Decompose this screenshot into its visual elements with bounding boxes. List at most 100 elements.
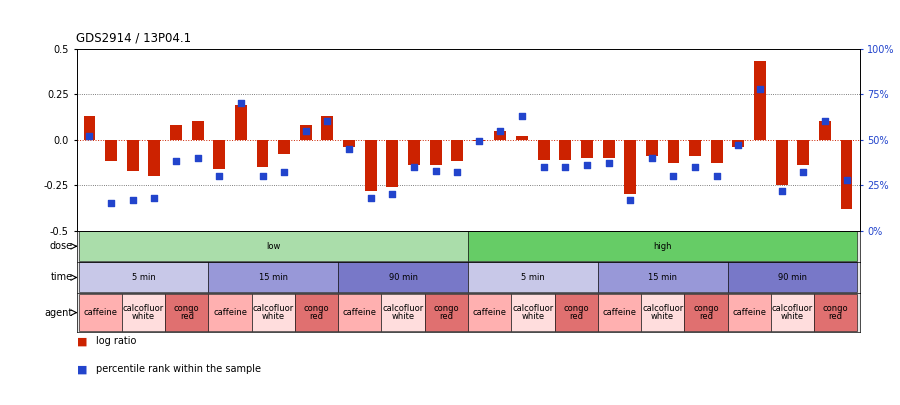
Point <box>515 113 529 119</box>
Bar <box>711 140 723 163</box>
Bar <box>148 140 160 176</box>
Bar <box>538 140 550 160</box>
Point <box>580 162 594 168</box>
Point <box>623 196 637 203</box>
Bar <box>364 140 376 191</box>
Point <box>709 173 724 179</box>
Bar <box>425 294 468 331</box>
Text: calcofluor
white: calcofluor white <box>642 304 683 321</box>
Text: congo
red: congo red <box>434 304 459 321</box>
Bar <box>841 140 852 209</box>
Bar <box>641 294 684 331</box>
Text: calcofluor
white: calcofluor white <box>123 304 164 321</box>
Bar <box>598 262 727 292</box>
Bar <box>468 262 598 292</box>
Point <box>385 191 400 198</box>
Text: percentile rank within the sample: percentile rank within the sample <box>96 364 261 375</box>
Point <box>320 118 335 125</box>
Bar <box>213 140 225 169</box>
Text: calcofluor
white: calcofluor white <box>382 304 424 321</box>
Bar <box>209 294 252 331</box>
Text: ■: ■ <box>76 336 87 346</box>
Bar <box>78 294 122 331</box>
Bar <box>127 140 139 171</box>
Point <box>407 164 421 170</box>
Point <box>644 155 659 161</box>
Point <box>104 200 118 207</box>
Bar <box>819 122 831 140</box>
Text: dose: dose <box>50 241 73 251</box>
Text: caffeine: caffeine <box>343 308 377 317</box>
Text: 90 min: 90 min <box>389 273 418 282</box>
Bar <box>386 140 398 187</box>
Bar <box>727 262 858 292</box>
Text: calcofluor
white: calcofluor white <box>772 304 813 321</box>
Point <box>558 164 572 170</box>
Point <box>125 196 140 203</box>
Bar <box>295 294 338 331</box>
Bar <box>338 262 468 292</box>
Bar <box>338 294 382 331</box>
Bar <box>727 294 770 331</box>
Bar <box>166 294 209 331</box>
Bar <box>770 294 814 331</box>
Text: congo
red: congo red <box>563 304 589 321</box>
Point <box>752 85 767 92</box>
Point <box>364 195 378 201</box>
Bar <box>78 262 209 292</box>
Text: caffeine: caffeine <box>84 308 117 317</box>
Bar <box>625 140 636 194</box>
Point <box>212 173 227 179</box>
Text: caffeine: caffeine <box>213 308 248 317</box>
Bar <box>560 140 572 160</box>
Text: ■: ■ <box>76 364 87 375</box>
Point <box>774 188 788 194</box>
Point <box>536 164 551 170</box>
Point <box>277 169 292 176</box>
Text: caffeine: caffeine <box>602 308 636 317</box>
Bar <box>105 140 117 162</box>
Bar <box>603 140 615 158</box>
Text: caffeine: caffeine <box>733 308 766 317</box>
Point <box>191 155 205 161</box>
Bar <box>408 140 420 165</box>
Text: agent: agent <box>44 307 73 318</box>
Point <box>840 177 854 183</box>
Bar <box>300 125 311 140</box>
Bar <box>192 122 203 140</box>
Point <box>666 173 680 179</box>
Point <box>601 160 616 166</box>
Point <box>428 167 443 174</box>
Bar <box>252 294 295 331</box>
Bar <box>511 294 554 331</box>
Text: high: high <box>653 242 672 251</box>
Bar <box>343 140 355 147</box>
Bar <box>321 116 333 140</box>
Bar <box>468 231 858 261</box>
Bar <box>646 140 658 156</box>
Bar <box>84 116 95 140</box>
Point <box>818 118 832 125</box>
Point <box>342 145 356 152</box>
Bar <box>797 140 809 165</box>
Text: log ratio: log ratio <box>96 336 137 346</box>
Bar <box>170 125 182 140</box>
Bar <box>814 294 858 331</box>
Bar <box>278 140 290 154</box>
Bar <box>776 140 788 185</box>
Bar <box>382 294 425 331</box>
Point <box>731 142 745 148</box>
Text: time: time <box>50 273 73 282</box>
Point <box>299 127 313 134</box>
Text: calcofluor
white: calcofluor white <box>253 304 294 321</box>
Point <box>688 164 702 170</box>
Text: 5 min: 5 min <box>521 273 544 282</box>
Point <box>169 158 184 165</box>
Bar <box>468 294 511 331</box>
Bar <box>598 294 641 331</box>
Bar <box>78 231 468 261</box>
Text: congo
red: congo red <box>304 304 329 321</box>
Text: 15 min: 15 min <box>648 273 677 282</box>
Bar <box>256 140 268 167</box>
Point <box>148 195 162 201</box>
